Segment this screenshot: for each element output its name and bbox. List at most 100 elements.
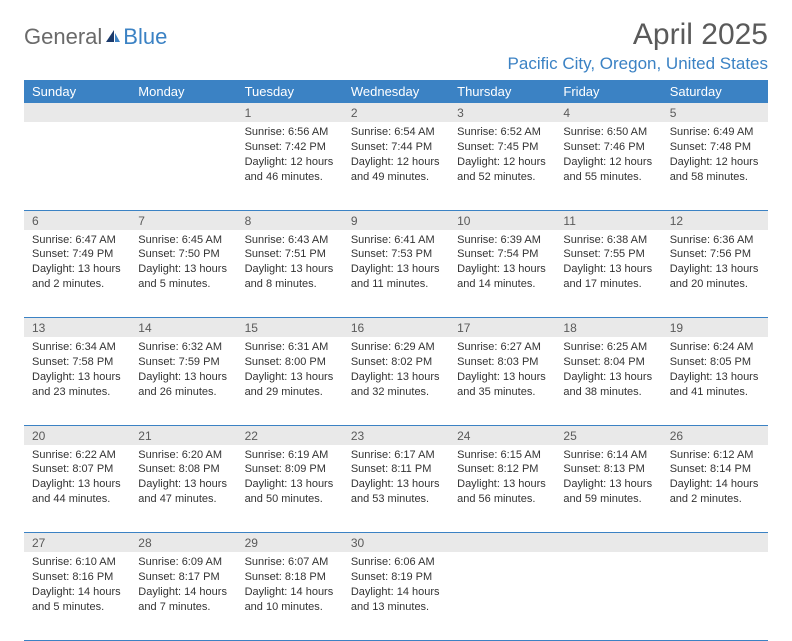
day-cell-content: Sunrise: 6:12 AMSunset: 8:14 PMDaylight:… — [662, 445, 768, 513]
content-row: Sunrise: 6:34 AMSunset: 7:58 PMDaylight:… — [24, 337, 768, 425]
daylight-text: Daylight: 12 hours and 55 minutes. — [563, 155, 653, 185]
sunset-text: Sunset: 8:03 PM — [457, 355, 547, 370]
day-cell-content: Sunrise: 6:45 AMSunset: 7:50 PMDaylight:… — [130, 230, 236, 298]
day-cell: Sunrise: 6:19 AMSunset: 8:09 PMDaylight:… — [237, 445, 343, 533]
calendar-page: General Blue April 2025 Pacific City, Or… — [0, 0, 792, 612]
daynum-cell — [555, 533, 661, 553]
sunset-text: Sunset: 7:42 PM — [245, 140, 335, 155]
sunset-text: Sunset: 7:53 PM — [351, 247, 441, 262]
day-cell: Sunrise: 6:31 AMSunset: 8:00 PMDaylight:… — [237, 337, 343, 425]
sunrise-text: Sunrise: 6:22 AM — [32, 448, 122, 463]
sunset-text: Sunset: 7:48 PM — [670, 140, 760, 155]
daylight-text: Daylight: 12 hours and 49 minutes. — [351, 155, 441, 185]
daynum-cell: 23 — [343, 425, 449, 445]
day-cell-content: Sunrise: 6:41 AMSunset: 7:53 PMDaylight:… — [343, 230, 449, 298]
daynum-cell: 30 — [343, 533, 449, 553]
calendar-body: 12345Sunrise: 6:56 AMSunset: 7:42 PMDayl… — [24, 103, 768, 640]
day-number: 9 — [351, 214, 358, 228]
day-header: Monday — [130, 80, 236, 103]
day-number: 2 — [351, 106, 358, 120]
sunrise-text: Sunrise: 6:14 AM — [563, 448, 653, 463]
sunrise-text: Sunrise: 6:54 AM — [351, 125, 441, 140]
daylight-text: Daylight: 13 hours and 44 minutes. — [32, 477, 122, 507]
day-number: 10 — [457, 214, 470, 228]
sunrise-text: Sunrise: 6:29 AM — [351, 340, 441, 355]
day-number: 28 — [138, 536, 151, 550]
daynum-row: 20212223242526 — [24, 425, 768, 445]
day-number: 17 — [457, 321, 470, 335]
day-cell: Sunrise: 6:12 AMSunset: 8:14 PMDaylight:… — [662, 445, 768, 533]
daylight-text: Daylight: 13 hours and 14 minutes. — [457, 262, 547, 292]
sunrise-text: Sunrise: 6:19 AM — [245, 448, 335, 463]
day-number: 18 — [563, 321, 576, 335]
day-number: 20 — [32, 429, 45, 443]
location-text: Pacific City, Oregon, United States — [508, 54, 768, 74]
day-cell: Sunrise: 6:52 AMSunset: 7:45 PMDaylight:… — [449, 122, 555, 210]
day-cell-content: Sunrise: 6:09 AMSunset: 8:17 PMDaylight:… — [130, 552, 236, 620]
daylight-text: Daylight: 12 hours and 52 minutes. — [457, 155, 547, 185]
day-cell: Sunrise: 6:09 AMSunset: 8:17 PMDaylight:… — [130, 552, 236, 640]
day-cell-content: Sunrise: 6:24 AMSunset: 8:05 PMDaylight:… — [662, 337, 768, 405]
day-number: 24 — [457, 429, 470, 443]
daylight-text: Daylight: 12 hours and 46 minutes. — [245, 155, 335, 185]
daylight-text: Daylight: 14 hours and 13 minutes. — [351, 585, 441, 615]
sunset-text: Sunset: 7:55 PM — [563, 247, 653, 262]
day-cell — [130, 122, 236, 210]
day-cell — [449, 552, 555, 640]
day-number: 16 — [351, 321, 364, 335]
daynum-cell: 3 — [449, 103, 555, 122]
day-cell: Sunrise: 6:43 AMSunset: 7:51 PMDaylight:… — [237, 230, 343, 318]
day-number: 8 — [245, 214, 252, 228]
sunrise-text: Sunrise: 6:20 AM — [138, 448, 228, 463]
sunset-text: Sunset: 7:51 PM — [245, 247, 335, 262]
daylight-text: Daylight: 13 hours and 23 minutes. — [32, 370, 122, 400]
daylight-text: Daylight: 13 hours and 17 minutes. — [563, 262, 653, 292]
day-cell — [24, 122, 130, 210]
daynum-cell: 10 — [449, 210, 555, 230]
daylight-text: Daylight: 12 hours and 58 minutes. — [670, 155, 760, 185]
daynum-cell: 11 — [555, 210, 661, 230]
day-header: Thursday — [449, 80, 555, 103]
day-cell-content: Sunrise: 6:54 AMSunset: 7:44 PMDaylight:… — [343, 122, 449, 190]
sunset-text: Sunset: 7:46 PM — [563, 140, 653, 155]
day-cell-content: Sunrise: 6:50 AMSunset: 7:46 PMDaylight:… — [555, 122, 661, 190]
sunrise-text: Sunrise: 6:07 AM — [245, 555, 335, 570]
daylight-text: Daylight: 13 hours and 53 minutes. — [351, 477, 441, 507]
day-cell: Sunrise: 6:17 AMSunset: 8:11 PMDaylight:… — [343, 445, 449, 533]
day-cell: Sunrise: 6:22 AMSunset: 8:07 PMDaylight:… — [24, 445, 130, 533]
day-cell: Sunrise: 6:39 AMSunset: 7:54 PMDaylight:… — [449, 230, 555, 318]
day-cell-content: Sunrise: 6:20 AMSunset: 8:08 PMDaylight:… — [130, 445, 236, 513]
day-cell: Sunrise: 6:47 AMSunset: 7:49 PMDaylight:… — [24, 230, 130, 318]
day-cell-content: Sunrise: 6:14 AMSunset: 8:13 PMDaylight:… — [555, 445, 661, 513]
day-number: 15 — [245, 321, 258, 335]
daynum-cell: 21 — [130, 425, 236, 445]
day-cell-content: Sunrise: 6:38 AMSunset: 7:55 PMDaylight:… — [555, 230, 661, 298]
daylight-text: Daylight: 14 hours and 5 minutes. — [32, 585, 122, 615]
sunset-text: Sunset: 8:11 PM — [351, 462, 441, 477]
day-number: 7 — [138, 214, 145, 228]
day-number: 22 — [245, 429, 258, 443]
sunrise-text: Sunrise: 6:52 AM — [457, 125, 547, 140]
sunset-text: Sunset: 7:54 PM — [457, 247, 547, 262]
day-cell-content: Sunrise: 6:34 AMSunset: 7:58 PMDaylight:… — [24, 337, 130, 405]
daynum-cell — [24, 103, 130, 122]
day-header: Friday — [555, 80, 661, 103]
sunset-text: Sunset: 7:49 PM — [32, 247, 122, 262]
daynum-cell: 9 — [343, 210, 449, 230]
day-cell: Sunrise: 6:06 AMSunset: 8:19 PMDaylight:… — [343, 552, 449, 640]
daylight-text: Daylight: 13 hours and 29 minutes. — [245, 370, 335, 400]
sunset-text: Sunset: 8:08 PM — [138, 462, 228, 477]
daylight-text: Daylight: 13 hours and 32 minutes. — [351, 370, 441, 400]
daynum-cell: 25 — [555, 425, 661, 445]
sunrise-text: Sunrise: 6:43 AM — [245, 233, 335, 248]
daynum-cell: 4 — [555, 103, 661, 122]
month-title: April 2025 — [508, 18, 768, 52]
daynum-cell: 29 — [237, 533, 343, 553]
day-cell-content: Sunrise: 6:39 AMSunset: 7:54 PMDaylight:… — [449, 230, 555, 298]
day-cell-content: Sunrise: 6:07 AMSunset: 8:18 PMDaylight:… — [237, 552, 343, 620]
day-number: 19 — [670, 321, 683, 335]
day-number: 6 — [32, 214, 39, 228]
day-cell-content: Sunrise: 6:52 AMSunset: 7:45 PMDaylight:… — [449, 122, 555, 190]
day-number: 13 — [32, 321, 45, 335]
day-cell: Sunrise: 6:49 AMSunset: 7:48 PMDaylight:… — [662, 122, 768, 210]
